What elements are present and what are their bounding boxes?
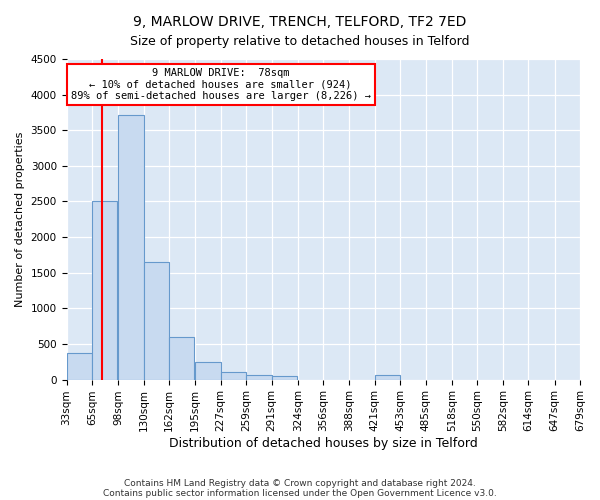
Bar: [118, 114, 143, 380]
Text: Contains public sector information licensed under the Open Government Licence v3: Contains public sector information licen…: [103, 488, 497, 498]
Text: Size of property relative to detached houses in Telford: Size of property relative to detached ho…: [130, 35, 470, 48]
Text: 9, MARLOW DRIVE, TRENCH, TELFORD, TF2 7ED: 9, MARLOW DRIVE, TRENCH, TELFORD, TF2 7E…: [133, 15, 467, 29]
Bar: [67, 352, 92, 380]
Bar: [143, 262, 169, 380]
Bar: [375, 376, 400, 380]
Bar: [92, 202, 118, 380]
Bar: [246, 376, 272, 380]
Bar: [272, 376, 297, 380]
Bar: [195, 362, 221, 380]
Y-axis label: Number of detached properties: Number of detached properties: [15, 132, 25, 307]
Text: Contains HM Land Registry data © Crown copyright and database right 2024.: Contains HM Land Registry data © Crown c…: [124, 478, 476, 488]
Bar: [221, 372, 246, 380]
X-axis label: Distribution of detached houses by size in Telford: Distribution of detached houses by size …: [169, 437, 478, 450]
Bar: [169, 337, 194, 380]
Text: 9 MARLOW DRIVE:  78sqm
← 10% of detached houses are smaller (924)
89% of semi-de: 9 MARLOW DRIVE: 78sqm ← 10% of detached …: [71, 68, 371, 101]
